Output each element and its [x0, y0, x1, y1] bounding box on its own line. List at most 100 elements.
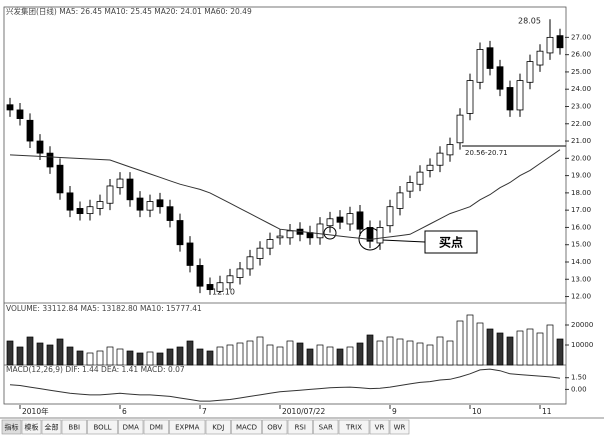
volume-bar	[526, 328, 534, 366]
candle-body	[56, 164, 64, 194]
volume-bar	[456, 320, 464, 366]
candle-body	[256, 247, 264, 259]
tab[interactable]	[143, 419, 169, 435]
y-tick-label: 22.00	[571, 120, 591, 128]
low-annotation: 12.10	[212, 288, 235, 297]
candle-body	[356, 211, 364, 230]
tab-label[interactable]: BBI	[68, 424, 80, 432]
volume-bar	[416, 342, 424, 366]
candle-body	[306, 232, 314, 239]
volume-bar	[556, 338, 564, 366]
volume-bar	[66, 346, 74, 366]
y-tick-label: 20000	[571, 321, 593, 329]
tab[interactable]	[338, 419, 370, 435]
candle-body	[486, 47, 494, 69]
tab-label[interactable]: 全部	[45, 423, 59, 432]
volume-bar	[366, 334, 374, 366]
y-tick-label: 12.00	[571, 293, 591, 301]
tab-label[interactable]: WR	[394, 424, 406, 432]
tab-label[interactable]: RSI	[295, 424, 306, 432]
candle-body	[276, 235, 284, 239]
volume-bar	[176, 346, 184, 366]
tab-label[interactable]: VR	[375, 424, 385, 432]
tab[interactable]	[313, 419, 339, 435]
tab-label[interactable]: DMI	[150, 424, 164, 432]
tab[interactable]	[21, 419, 42, 435]
volume-bar	[396, 338, 404, 366]
y-tick-label: 25.00	[571, 68, 591, 76]
candle-body	[106, 185, 114, 204]
tab-label[interactable]: BOLL	[94, 424, 112, 432]
candle-body	[66, 192, 74, 211]
candle-body	[16, 109, 24, 119]
volume-bar	[316, 344, 324, 366]
x-tick-label: 11	[542, 407, 552, 416]
tab[interactable]	[41, 419, 62, 435]
tab-label[interactable]: 指标	[5, 423, 19, 432]
tab[interactable]	[61, 419, 87, 435]
x-tick-label: 9	[392, 407, 397, 416]
volume-bar	[26, 336, 34, 366]
candle-body	[556, 35, 564, 49]
y-tick-label: 20.00	[571, 154, 591, 162]
tab-label[interactable]: TRIX	[345, 424, 362, 432]
line	[9, 149, 561, 241]
y-tick-label: 15.00	[571, 241, 591, 249]
candle-body	[546, 36, 554, 54]
tab[interactable]	[287, 419, 313, 435]
tab[interactable]	[389, 419, 410, 435]
tab[interactable]	[1, 419, 22, 435]
volume-bar	[476, 322, 484, 366]
macd-header: MACD(12,26,9) DIF: 1.44 DEA: 1.41 MACD: …	[6, 365, 185, 374]
tab[interactable]	[369, 419, 390, 435]
buy-box	[424, 230, 478, 254]
x-tick-label: 2010/07/22	[282, 407, 325, 416]
volume-bar	[406, 340, 414, 366]
candle-body	[216, 282, 224, 292]
tab[interactable]	[169, 419, 206, 435]
candle-body	[386, 206, 394, 227]
y-tick-label: 23.00	[571, 102, 591, 110]
volume-bar	[326, 346, 334, 366]
volume-bar	[186, 340, 194, 366]
x-tick-label: 10	[472, 407, 482, 416]
y-tick-label: 16.00	[571, 223, 591, 231]
x-tick-label: 2010年	[22, 406, 49, 416]
volume-bar	[6, 340, 14, 366]
volume-bar	[346, 346, 354, 366]
tab-label[interactable]: SAR	[319, 424, 333, 432]
volume-bar	[386, 336, 394, 366]
candle-body	[406, 182, 414, 192]
volume-bar	[496, 332, 504, 366]
tab-label[interactable]: MACD	[236, 424, 257, 432]
volume-bar	[36, 342, 44, 366]
candle-body	[206, 284, 214, 291]
volume-header: VOLUME: 33112.84 MA5: 13182.80 MA10: 157…	[6, 304, 202, 313]
tab[interactable]	[118, 419, 144, 435]
tab-label[interactable]: DMA	[123, 424, 139, 432]
tab-label[interactable]: KDJ	[212, 424, 224, 432]
candle-body	[156, 199, 164, 208]
candle-body	[266, 239, 274, 249]
tab[interactable]	[231, 419, 262, 435]
tab-label[interactable]: EXPMA	[175, 424, 199, 432]
tab[interactable]	[262, 419, 288, 435]
candle-body	[286, 230, 294, 239]
candle-body	[246, 256, 254, 270]
x-tick-label: 7	[202, 407, 207, 416]
y-tick-label: 18.00	[571, 189, 591, 197]
price-header: 兴发集团(日线) MA5: 26.45 MA10: 25.45 MA20: 24…	[6, 6, 252, 16]
volume-bar	[356, 342, 364, 366]
volume-bar	[536, 332, 544, 366]
tab-label[interactable]: 模板	[25, 423, 39, 432]
tab[interactable]	[87, 419, 118, 435]
tab-label[interactable]: OBV	[267, 424, 282, 432]
volume-bar	[336, 348, 344, 366]
candle-body	[6, 104, 14, 111]
volume-bar	[226, 344, 234, 366]
tab[interactable]	[205, 419, 231, 435]
candle-body	[146, 201, 154, 211]
y-tick-label: 24.00	[571, 85, 591, 93]
y-tick-label: 0.00	[571, 385, 587, 393]
